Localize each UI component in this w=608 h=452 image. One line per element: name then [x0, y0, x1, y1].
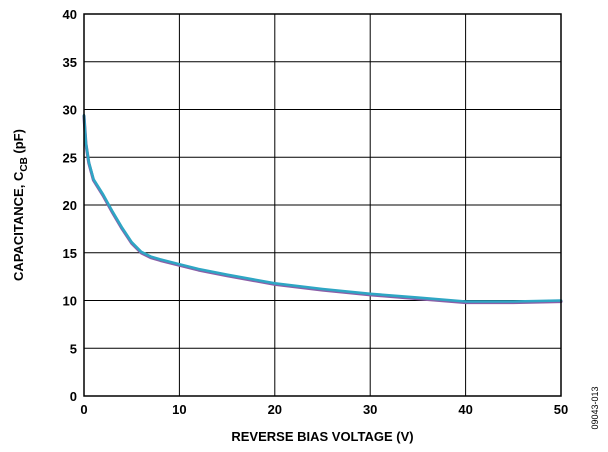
x-tick-label-10: 10: [172, 402, 186, 417]
y-tick-label-35: 35: [63, 55, 77, 70]
x-tick-label-20: 20: [268, 402, 282, 417]
y-tick-label-5: 5: [70, 341, 77, 356]
y-tick-labels: 0 5 10 15 20 25 30 35 40: [63, 7, 77, 404]
x-tick-label-30: 30: [363, 402, 377, 417]
x-tick-label-0: 0: [80, 402, 87, 417]
figure-id: 09043-013: [590, 386, 600, 429]
plot-frame: [83, 13, 562, 397]
y-tick-label-15: 15: [63, 246, 77, 261]
y-tick-label-10: 10: [63, 294, 77, 309]
y-tick-label-40: 40: [63, 7, 77, 22]
grid-lines: [83, 13, 562, 397]
y-axis-title-subscript: CB: [19, 157, 30, 171]
series-layer: [82, 113, 563, 305]
y-tick-label-25: 25: [63, 150, 77, 165]
y-axis-title-prefix: CAPACITANCE, C: [11, 171, 26, 281]
x-axis-title: REVERSE BIAS VOLTAGE (V): [231, 429, 413, 444]
x-tick-label-40: 40: [458, 402, 472, 417]
x-tick-label-50: 50: [554, 402, 568, 417]
series-0-line: [82, 113, 563, 303]
x-tick-labels: 0 10 20 30 40 50: [80, 402, 568, 417]
series-0-shadow-line: [82, 114, 563, 305]
y-tick-label-30: 30: [63, 103, 77, 118]
y-axis-title-suffix: (pF): [11, 129, 26, 157]
y-axis-title: CAPACITANCE, CCB (pF): [11, 129, 30, 281]
y-tick-label-20: 20: [63, 198, 77, 213]
y-tick-label-0: 0: [70, 389, 77, 404]
